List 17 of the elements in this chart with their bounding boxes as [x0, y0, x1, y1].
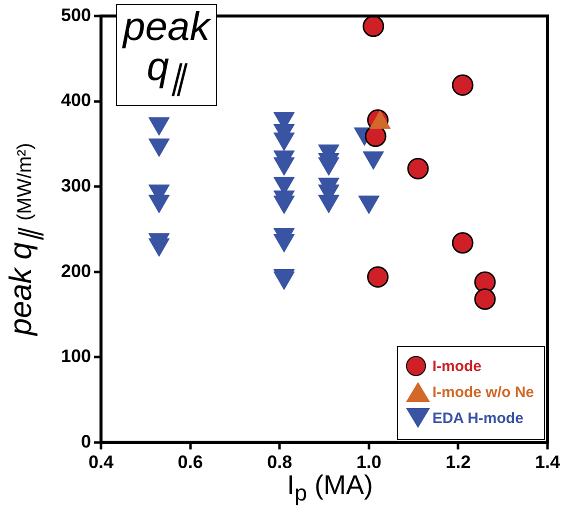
x-tick-label: 1.4: [534, 452, 560, 472]
x-tick-label: 0.6: [178, 452, 203, 472]
y-tick-label: 100: [60, 346, 92, 366]
y-tick-label: 200: [60, 260, 92, 281]
y-tick-label: 300: [60, 176, 92, 196]
y-tick-label: 400: [60, 90, 92, 110]
x-tick-label: 1.2: [446, 452, 471, 472]
x-tick-label: 0.4: [88, 452, 114, 472]
chart-title: peak q$_{∥}$: [116, 4, 217, 106]
x-axis-title: I$_{p}$ (MA): [286, 470, 373, 506]
x-tick-label: 1.0: [356, 452, 382, 472]
x-tick-label: 0.8: [267, 452, 292, 472]
y-tick-label: 500: [60, 4, 92, 25]
legend-label: EDA H-mode: [432, 410, 524, 426]
y-tick-label: 0: [81, 431, 92, 452]
legend-label: I-mode: [432, 358, 482, 374]
legend-label: I-mode w/o Ne: [432, 384, 534, 400]
